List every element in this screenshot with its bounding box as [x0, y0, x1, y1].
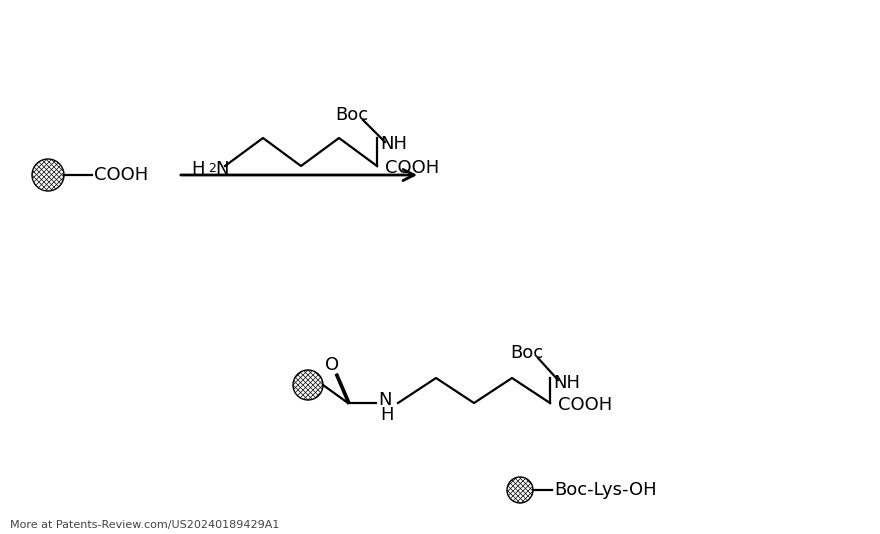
Text: More at Patents-Review.com/US20240189429A1: More at Patents-Review.com/US20240189429…	[10, 520, 279, 530]
Text: Boc: Boc	[335, 106, 368, 124]
Text: N: N	[215, 160, 229, 178]
Text: NH: NH	[553, 374, 580, 392]
Text: COOH: COOH	[385, 159, 439, 177]
Polygon shape	[507, 477, 533, 503]
Text: Boc-Lys-OH: Boc-Lys-OH	[554, 481, 656, 499]
Text: Boc: Boc	[510, 344, 543, 362]
Text: H: H	[380, 406, 393, 424]
Text: 2: 2	[208, 162, 216, 175]
Text: H: H	[192, 160, 205, 178]
Text: N: N	[378, 391, 392, 409]
Text: O: O	[325, 356, 339, 374]
Text: COOH: COOH	[558, 396, 612, 414]
Polygon shape	[32, 159, 64, 191]
Text: COOH: COOH	[94, 166, 148, 184]
Text: NH: NH	[380, 135, 407, 153]
Polygon shape	[293, 370, 323, 400]
